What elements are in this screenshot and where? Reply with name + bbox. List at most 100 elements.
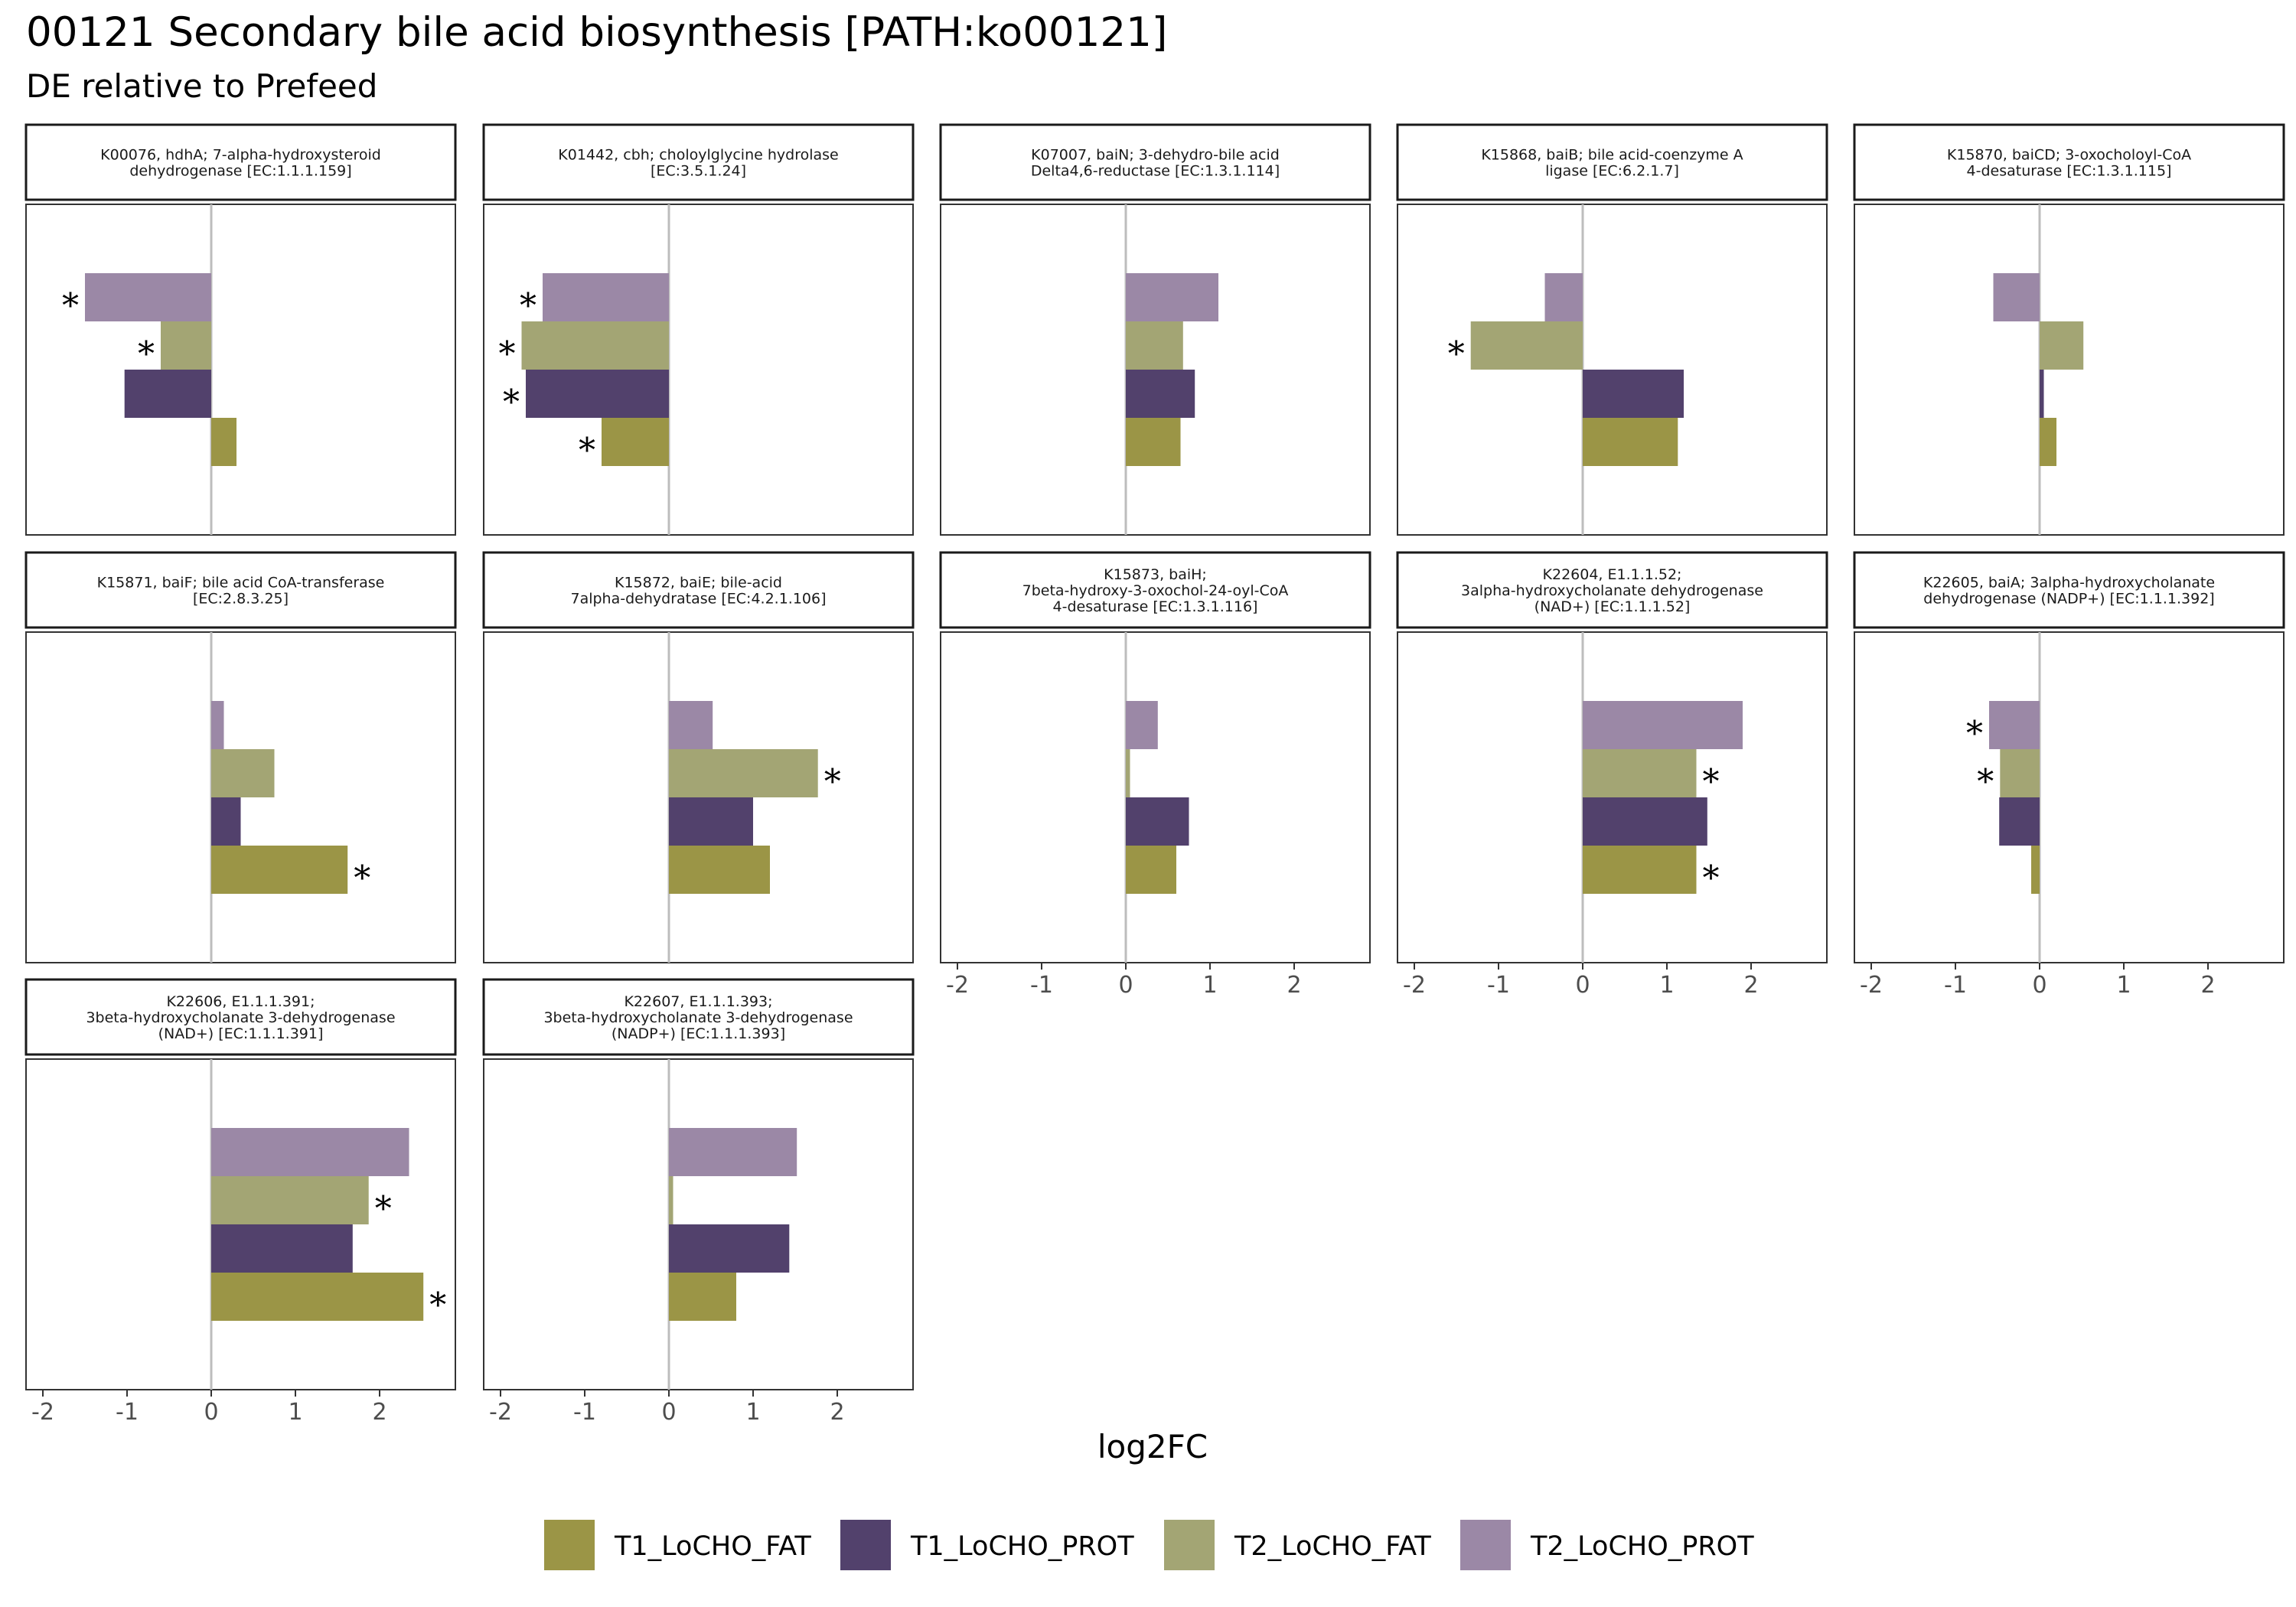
bar-t2-locho-prot <box>1583 701 1743 749</box>
panel-title-line: 7alpha-dehydratase [EC:4.2.1.106] <box>570 591 826 608</box>
panel-title-line: K15868, baiB; bile acid-coenzyme A <box>1481 147 1743 164</box>
x-tick-label: 1 <box>1202 972 1217 999</box>
significance-marker: * <box>1966 715 1983 754</box>
legend-label: T2_LoCHO_FAT <box>1234 1531 1431 1562</box>
bar-t2-locho-prot <box>1126 273 1218 321</box>
x-axis-label: log2FC <box>1097 1428 1208 1465</box>
panel-title-line: 4-desaturase [EC:1.3.1.115] <box>1967 163 2172 180</box>
bar-t2-locho-fat <box>2000 749 2040 797</box>
facet-panel: K22606, E1.1.1.391;3beta-hydroxycholanat… <box>24 978 457 1426</box>
bar-t2-locho-fat <box>1126 321 1183 370</box>
bar-t2-locho-prot <box>211 701 224 749</box>
x-tick-label: 2 <box>372 1399 386 1426</box>
significance-marker: * <box>429 1286 446 1325</box>
x-tick-label: -2 <box>1403 972 1426 999</box>
bar-t1-locho-fat <box>211 1273 424 1321</box>
bar-t1-locho-prot <box>526 370 669 418</box>
significance-marker: * <box>1448 335 1465 374</box>
bar-t2-locho-prot <box>85 273 211 321</box>
x-tick-label: 0 <box>661 1399 676 1426</box>
x-tick-label: 2 <box>1743 972 1758 999</box>
panel-strip <box>1396 123 1828 201</box>
bar-t1-locho-fat <box>1583 846 1697 894</box>
bar-t1-locho-prot <box>1999 797 2040 846</box>
bar-t1-locho-fat <box>669 1273 736 1321</box>
panel-title-line: Delta4,6-reductase [EC:1.3.1.114] <box>1031 163 1280 180</box>
facet-panel: K15868, baiB; bile acid-coenzyme Aligase… <box>1396 123 1828 536</box>
bar-t1-locho-prot <box>1126 797 1189 846</box>
panel-title-line: dehydrogenase [EC:1.1.1.159] <box>129 163 351 180</box>
panel-title-line: K22604, E1.1.1.52; <box>1543 566 1682 583</box>
bar-t2-locho-prot <box>1993 273 2040 321</box>
legend-label: T1_LoCHO_FAT <box>614 1531 811 1562</box>
panel-strip <box>482 551 915 629</box>
panel-title-line: (NAD+) [EC:1.1.1.52] <box>1534 598 1691 615</box>
x-tick-label: 0 <box>1118 972 1133 999</box>
significance-marker: * <box>62 287 79 326</box>
panel-title-line: K00076, hdhA; 7-alpha-hydroxysteroid <box>100 147 381 164</box>
bar-t1-locho-prot <box>211 1224 353 1273</box>
chart-title: 00121 Secondary bile acid biosynthesis [… <box>26 9 1167 56</box>
x-tick-label: -1 <box>1487 972 1510 999</box>
x-tick-label: -2 <box>946 972 969 999</box>
bar-t1-locho-prot <box>211 797 241 846</box>
facet-panel: K15873, baiH;7beta-hydroxy-3-oxochol-24-… <box>939 551 1371 999</box>
x-tick-label: 1 <box>2116 972 2131 999</box>
panel-title-line: K15873, baiH; <box>1104 566 1207 583</box>
panel-strip <box>939 551 1371 629</box>
x-tick-label: -1 <box>1944 972 1967 999</box>
legend-swatch <box>544 1520 595 1570</box>
facet-panel: K07007, baiN; 3-dehydro-bile acidDelta4,… <box>939 123 1371 536</box>
bar-t2-locho-prot <box>1126 701 1158 749</box>
panel-title-line: 3beta-hydroxycholanate 3-dehydrogenase <box>86 1009 395 1026</box>
bar-t1-locho-fat <box>211 418 236 466</box>
bar-t2-locho-fat <box>669 1176 673 1224</box>
bar-t1-locho-prot <box>1126 370 1195 418</box>
significance-marker: * <box>1703 859 1720 898</box>
panel-strip <box>24 978 457 1056</box>
significance-marker: * <box>354 859 370 898</box>
panel-strip <box>1853 551 2285 629</box>
panel-plot-area <box>1854 631 2285 963</box>
significance-marker: * <box>1977 763 1994 802</box>
panel-title-line: 3alpha-hydroxycholanate dehydrogenase <box>1461 582 1763 599</box>
facet-panel: K00076, hdhA; 7-alpha-hydroxysteroiddehy… <box>24 123 457 536</box>
bar-t2-locho-prot <box>669 1128 797 1176</box>
panel-title-line: 7beta-hydroxy-3-oxochol-24-oyl-CoA <box>1022 582 1289 599</box>
significance-marker: * <box>375 1190 392 1229</box>
bar-t2-locho-fat <box>1583 749 1697 797</box>
x-tick-label: 0 <box>2032 972 2047 999</box>
bar-t2-locho-fat <box>211 749 275 797</box>
x-tick-label: 2 <box>2200 972 2215 999</box>
bar-t2-locho-fat <box>211 1176 369 1224</box>
legend-label: T2_LoCHO_PROT <box>1530 1531 1754 1562</box>
panel-strip <box>482 978 915 1056</box>
significance-marker: * <box>520 287 536 326</box>
facet-panel: K22604, E1.1.1.52;3alpha-hydroxycholanat… <box>1396 551 1828 999</box>
x-tick-label: 2 <box>1287 972 1301 999</box>
bar-t1-locho-fat <box>2031 846 2040 894</box>
panel-strip <box>939 123 1371 201</box>
panel-title-line: K07007, baiN; 3-dehydro-bile acid <box>1031 147 1280 164</box>
bar-t2-locho-prot <box>543 273 669 321</box>
legend-label: T1_LoCHO_PROT <box>910 1531 1134 1562</box>
legend-item: T1_LoCHO_FAT <box>544 1520 811 1570</box>
legend-item: T2_LoCHO_PROT <box>1460 1520 1754 1570</box>
panel-title-line: dehydrogenase (NADP+) [EC:1.1.1.392] <box>1923 591 2214 608</box>
significance-marker: * <box>138 335 155 374</box>
significance-marker: * <box>824 763 841 802</box>
significance-marker: * <box>499 335 516 374</box>
panel-title-line: K01442, cbh; choloylglycine hydrolase <box>558 147 838 164</box>
bar-t1-locho-fat <box>211 846 348 894</box>
bar-t1-locho-fat <box>2040 418 2056 466</box>
facet-panel: K22607, E1.1.1.393;3beta-hydroxycholanat… <box>482 978 915 1426</box>
x-tick-label: 1 <box>745 1399 760 1426</box>
facet-panel: K15870, baiCD; 3-oxocholoyl-CoA4-desatur… <box>1853 123 2285 536</box>
bar-t2-locho-fat <box>2040 321 2084 370</box>
panel-title-line: (NADP+) [EC:1.1.1.393] <box>612 1025 785 1042</box>
panel-strip <box>1853 123 2285 201</box>
bar-t1-locho-fat <box>1126 846 1176 894</box>
legend: T1_LoCHO_FAT T1_LoCHO_PROT T2_LoCHO_FAT T2_… <box>544 1520 1754 1570</box>
bar-t1-locho-fat <box>1126 418 1181 466</box>
